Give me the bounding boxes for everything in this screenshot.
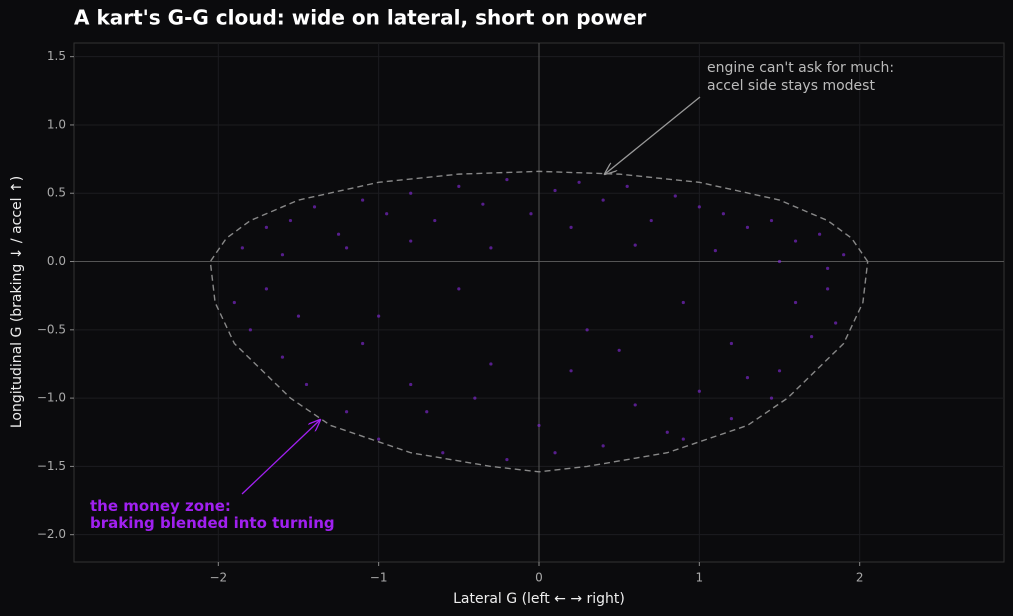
y-tick-label: −0.5 bbox=[37, 322, 66, 336]
y-tick-label: 0.5 bbox=[47, 186, 66, 200]
point bbox=[457, 287, 461, 291]
point bbox=[529, 212, 533, 216]
y-tick-label: 0.0 bbox=[47, 254, 66, 268]
point bbox=[361, 198, 365, 202]
annotation: the money zone: braking blended into turn… bbox=[90, 497, 335, 532]
x-tick-label: 2 bbox=[856, 571, 864, 585]
point bbox=[280, 355, 285, 359]
annotation-arrow bbox=[605, 96, 701, 174]
point bbox=[280, 253, 285, 257]
y-tick-label: −2.0 bbox=[37, 527, 66, 541]
point bbox=[665, 430, 669, 434]
point bbox=[649, 218, 653, 223]
point bbox=[288, 218, 293, 223]
point bbox=[834, 321, 838, 325]
point bbox=[681, 300, 685, 305]
y-tick-label: 1.5 bbox=[47, 49, 66, 63]
point bbox=[264, 225, 269, 229]
point bbox=[569, 369, 573, 373]
point bbox=[553, 451, 557, 455]
point bbox=[818, 232, 822, 236]
point bbox=[826, 287, 830, 291]
point bbox=[537, 423, 541, 428]
point bbox=[697, 389, 701, 393]
point bbox=[577, 180, 581, 184]
point bbox=[809, 335, 814, 339]
point bbox=[625, 184, 629, 189]
x-tick-label: −2 bbox=[209, 571, 227, 585]
point bbox=[697, 205, 701, 209]
point bbox=[569, 225, 573, 229]
point bbox=[673, 194, 677, 198]
point bbox=[377, 314, 381, 318]
point bbox=[312, 205, 317, 209]
point bbox=[296, 314, 301, 318]
point bbox=[745, 376, 750, 380]
point bbox=[777, 259, 782, 264]
point bbox=[777, 369, 782, 373]
point bbox=[826, 266, 830, 270]
point bbox=[344, 246, 349, 250]
point bbox=[344, 410, 349, 414]
point bbox=[232, 300, 236, 305]
point bbox=[585, 328, 589, 332]
point bbox=[481, 202, 485, 206]
x-axis-label: Lateral G (left ← → right) bbox=[453, 591, 625, 607]
y-tick-label: −1.0 bbox=[37, 391, 66, 405]
point bbox=[729, 341, 734, 346]
x-tick-label: 1 bbox=[696, 571, 704, 585]
point bbox=[681, 437, 685, 441]
point bbox=[505, 457, 509, 462]
point bbox=[721, 212, 725, 216]
point bbox=[793, 300, 798, 305]
annotation-arrow bbox=[241, 420, 320, 495]
x-tick-label: −1 bbox=[370, 571, 388, 585]
point bbox=[457, 184, 461, 189]
point bbox=[553, 188, 557, 193]
point bbox=[361, 341, 365, 346]
x-tick-label: 0 bbox=[535, 571, 543, 585]
point bbox=[842, 253, 846, 257]
point bbox=[473, 396, 477, 400]
point bbox=[425, 410, 429, 414]
point bbox=[489, 362, 493, 366]
point bbox=[745, 225, 750, 229]
point bbox=[505, 177, 509, 182]
point bbox=[601, 198, 605, 202]
point bbox=[336, 232, 341, 236]
point bbox=[441, 451, 445, 455]
y-axis-label: Longitudinal G (braking ↓ / accel ↑) bbox=[9, 176, 25, 428]
chart-title: A kart's G-G cloud: wide on lateral, sho… bbox=[74, 6, 646, 30]
point bbox=[633, 403, 637, 407]
point bbox=[409, 239, 413, 243]
point bbox=[769, 396, 774, 400]
point bbox=[385, 212, 389, 216]
envelope-line bbox=[209, 170, 869, 473]
point bbox=[409, 382, 413, 387]
y-tick-label: −1.5 bbox=[37, 459, 66, 473]
point bbox=[601, 444, 605, 448]
point bbox=[377, 437, 381, 441]
y-tick-label: 1.0 bbox=[47, 117, 66, 131]
point bbox=[793, 239, 798, 243]
annotation: engine can't ask for much: accel side sta… bbox=[707, 60, 894, 94]
point bbox=[713, 249, 717, 253]
point bbox=[617, 348, 621, 352]
point bbox=[633, 243, 637, 247]
point bbox=[304, 382, 309, 387]
point bbox=[240, 246, 244, 250]
point bbox=[489, 246, 493, 250]
point bbox=[264, 287, 269, 291]
point bbox=[433, 218, 437, 223]
point bbox=[769, 218, 774, 223]
point bbox=[248, 328, 252, 332]
point bbox=[409, 191, 413, 195]
point bbox=[729, 416, 734, 421]
